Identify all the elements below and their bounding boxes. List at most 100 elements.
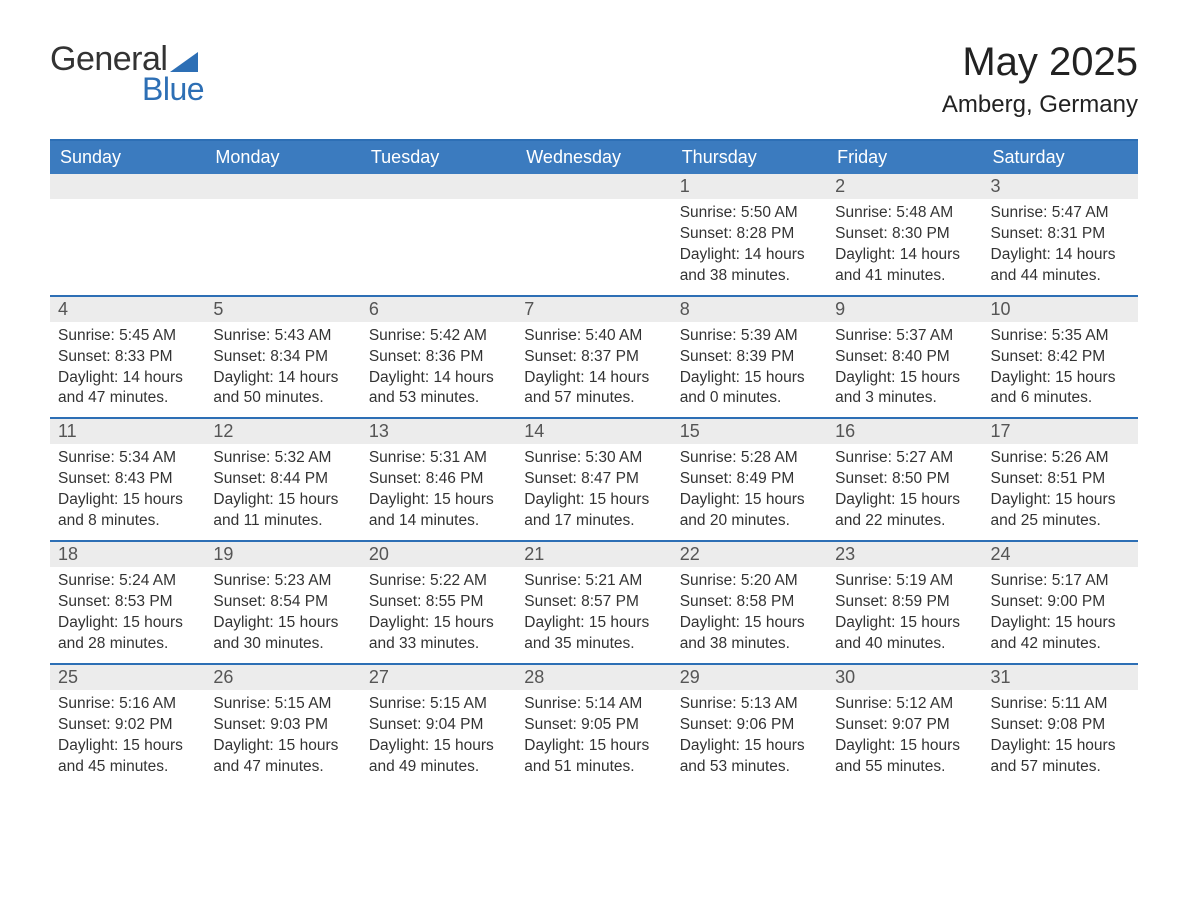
day-number: 3 — [983, 174, 1138, 199]
day-number: 9 — [827, 297, 982, 322]
daylight-text: Daylight: 15 hours and 30 minutes. — [213, 613, 352, 655]
sunset-text: Sunset: 8:54 PM — [213, 592, 352, 613]
daylight-text: Daylight: 15 hours and 3 minutes. — [835, 368, 974, 410]
day-number — [205, 174, 360, 199]
day-cell: 2Sunrise: 5:48 AMSunset: 8:30 PMDaylight… — [827, 174, 982, 295]
day-cell: 31Sunrise: 5:11 AMSunset: 9:08 PMDayligh… — [983, 665, 1138, 786]
sunset-text: Sunset: 8:40 PM — [835, 347, 974, 368]
sunset-text: Sunset: 8:34 PM — [213, 347, 352, 368]
daylight-text: Daylight: 15 hours and 11 minutes. — [213, 490, 352, 532]
logo: General Blue — [50, 40, 204, 108]
day-number: 6 — [361, 297, 516, 322]
day-content: Sunrise: 5:35 AMSunset: 8:42 PMDaylight:… — [983, 322, 1138, 418]
day-cell: 28Sunrise: 5:14 AMSunset: 9:05 PMDayligh… — [516, 665, 671, 786]
day-cell: 5Sunrise: 5:43 AMSunset: 8:34 PMDaylight… — [205, 297, 360, 418]
day-content: Sunrise: 5:16 AMSunset: 9:02 PMDaylight:… — [50, 690, 205, 786]
day-header: Wednesday — [516, 141, 671, 174]
daylight-text: Daylight: 15 hours and 20 minutes. — [680, 490, 819, 532]
sunrise-text: Sunrise: 5:21 AM — [524, 571, 663, 592]
sunrise-text: Sunrise: 5:13 AM — [680, 694, 819, 715]
week-row: 18Sunrise: 5:24 AMSunset: 8:53 PMDayligh… — [50, 540, 1138, 663]
sunset-text: Sunset: 8:39 PM — [680, 347, 819, 368]
daylight-text: Daylight: 15 hours and 0 minutes. — [680, 368, 819, 410]
day-cell: 25Sunrise: 5:16 AMSunset: 9:02 PMDayligh… — [50, 665, 205, 786]
day-number: 17 — [983, 419, 1138, 444]
day-header: Monday — [205, 141, 360, 174]
sunset-text: Sunset: 8:28 PM — [680, 224, 819, 245]
day-header: Saturday — [983, 141, 1138, 174]
day-content: Sunrise: 5:32 AMSunset: 8:44 PMDaylight:… — [205, 444, 360, 540]
daylight-text: Daylight: 14 hours and 47 minutes. — [58, 368, 197, 410]
day-content: Sunrise: 5:23 AMSunset: 8:54 PMDaylight:… — [205, 567, 360, 663]
daylight-text: Daylight: 15 hours and 28 minutes. — [58, 613, 197, 655]
sunrise-text: Sunrise: 5:28 AM — [680, 448, 819, 469]
daylight-text: Daylight: 14 hours and 38 minutes. — [680, 245, 819, 287]
day-content: Sunrise: 5:26 AMSunset: 8:51 PMDaylight:… — [983, 444, 1138, 540]
daylight-text: Daylight: 15 hours and 51 minutes. — [524, 736, 663, 778]
day-number: 18 — [50, 542, 205, 567]
sunset-text: Sunset: 8:43 PM — [58, 469, 197, 490]
sunrise-text: Sunrise: 5:30 AM — [524, 448, 663, 469]
day-number: 23 — [827, 542, 982, 567]
sunset-text: Sunset: 8:42 PM — [991, 347, 1130, 368]
day-cell — [50, 174, 205, 295]
day-cell: 9 Sunrise: 5:37 AMSunset: 8:40 PMDaylight… — [827, 297, 982, 418]
sunrise-text: Sunrise: 5:15 AM — [369, 694, 508, 715]
sunrise-text: Sunrise: 5:40 AM — [524, 326, 663, 347]
daylight-text: Daylight: 15 hours and 8 minutes. — [58, 490, 197, 532]
day-number: 15 — [672, 419, 827, 444]
sunrise-text: Sunrise: 5:37 AM — [835, 326, 974, 347]
day-content: Sunrise: 5:31 AMSunset: 8:46 PMDaylight:… — [361, 444, 516, 540]
sunrise-text: Sunrise: 5:15 AM — [213, 694, 352, 715]
sunset-text: Sunset: 8:58 PM — [680, 592, 819, 613]
sunset-text: Sunset: 8:51 PM — [991, 469, 1130, 490]
daylight-text: Daylight: 15 hours and 17 minutes. — [524, 490, 663, 532]
day-number: 30 — [827, 665, 982, 690]
day-content: Sunrise: 5:47 AMSunset: 8:31 PMDaylight:… — [983, 199, 1138, 295]
day-number: 24 — [983, 542, 1138, 567]
day-cell: 10Sunrise: 5:35 AMSunset: 8:42 PMDayligh… — [983, 297, 1138, 418]
sunset-text: Sunset: 8:49 PM — [680, 469, 819, 490]
sunset-text: Sunset: 9:02 PM — [58, 715, 197, 736]
day-cell: 3Sunrise: 5:47 AMSunset: 8:31 PMDaylight… — [983, 174, 1138, 295]
sunset-text: Sunset: 9:04 PM — [369, 715, 508, 736]
day-cell: 13Sunrise: 5:31 AMSunset: 8:46 PMDayligh… — [361, 419, 516, 540]
day-number: 10 — [983, 297, 1138, 322]
daylight-text: Daylight: 14 hours and 53 minutes. — [369, 368, 508, 410]
day-header: Tuesday — [361, 141, 516, 174]
day-content: Sunrise: 5:50 AMSunset: 8:28 PMDaylight:… — [672, 199, 827, 295]
sunrise-text: Sunrise: 5:47 AM — [991, 203, 1130, 224]
day-number: 16 — [827, 419, 982, 444]
day-content: Sunrise: 5:17 AMSunset: 9:00 PMDaylight:… — [983, 567, 1138, 663]
day-number: 14 — [516, 419, 671, 444]
sunset-text: Sunset: 8:59 PM — [835, 592, 974, 613]
day-number: 27 — [361, 665, 516, 690]
sunrise-text: Sunrise: 5:23 AM — [213, 571, 352, 592]
weeks-container: 1Sunrise: 5:50 AMSunset: 8:28 PMDaylight… — [50, 174, 1138, 785]
sunrise-text: Sunrise: 5:50 AM — [680, 203, 819, 224]
sunrise-text: Sunrise: 5:43 AM — [213, 326, 352, 347]
day-content: Sunrise: 5:20 AMSunset: 8:58 PMDaylight:… — [672, 567, 827, 663]
daylight-text: Daylight: 14 hours and 57 minutes. — [524, 368, 663, 410]
week-row: 25Sunrise: 5:16 AMSunset: 9:02 PMDayligh… — [50, 663, 1138, 786]
daylight-text: Daylight: 15 hours and 22 minutes. — [835, 490, 974, 532]
day-header-row: SundayMondayTuesdayWednesdayThursdayFrid… — [50, 141, 1138, 174]
day-content: Sunrise: 5:28 AMSunset: 8:49 PMDaylight:… — [672, 444, 827, 540]
day-cell: 18Sunrise: 5:24 AMSunset: 8:53 PMDayligh… — [50, 542, 205, 663]
daylight-text: Daylight: 15 hours and 49 minutes. — [369, 736, 508, 778]
day-number: 31 — [983, 665, 1138, 690]
day-cell: 6Sunrise: 5:42 AMSunset: 8:36 PMDaylight… — [361, 297, 516, 418]
daylight-text: Daylight: 15 hours and 42 minutes. — [991, 613, 1130, 655]
day-cell: 30Sunrise: 5:12 AMSunset: 9:07 PMDayligh… — [827, 665, 982, 786]
sunset-text: Sunset: 8:31 PM — [991, 224, 1130, 245]
day-number — [361, 174, 516, 199]
sunrise-text: Sunrise: 5:19 AM — [835, 571, 974, 592]
day-number: 22 — [672, 542, 827, 567]
day-number: 7 — [516, 297, 671, 322]
day-cell — [361, 174, 516, 295]
month-title: May 2025 — [942, 40, 1138, 85]
day-number: 8 — [672, 297, 827, 322]
day-cell: 8Sunrise: 5:39 AMSunset: 8:39 PMDaylight… — [672, 297, 827, 418]
daylight-text: Daylight: 14 hours and 41 minutes. — [835, 245, 974, 287]
day-content: Sunrise: 5:24 AMSunset: 8:53 PMDaylight:… — [50, 567, 205, 663]
